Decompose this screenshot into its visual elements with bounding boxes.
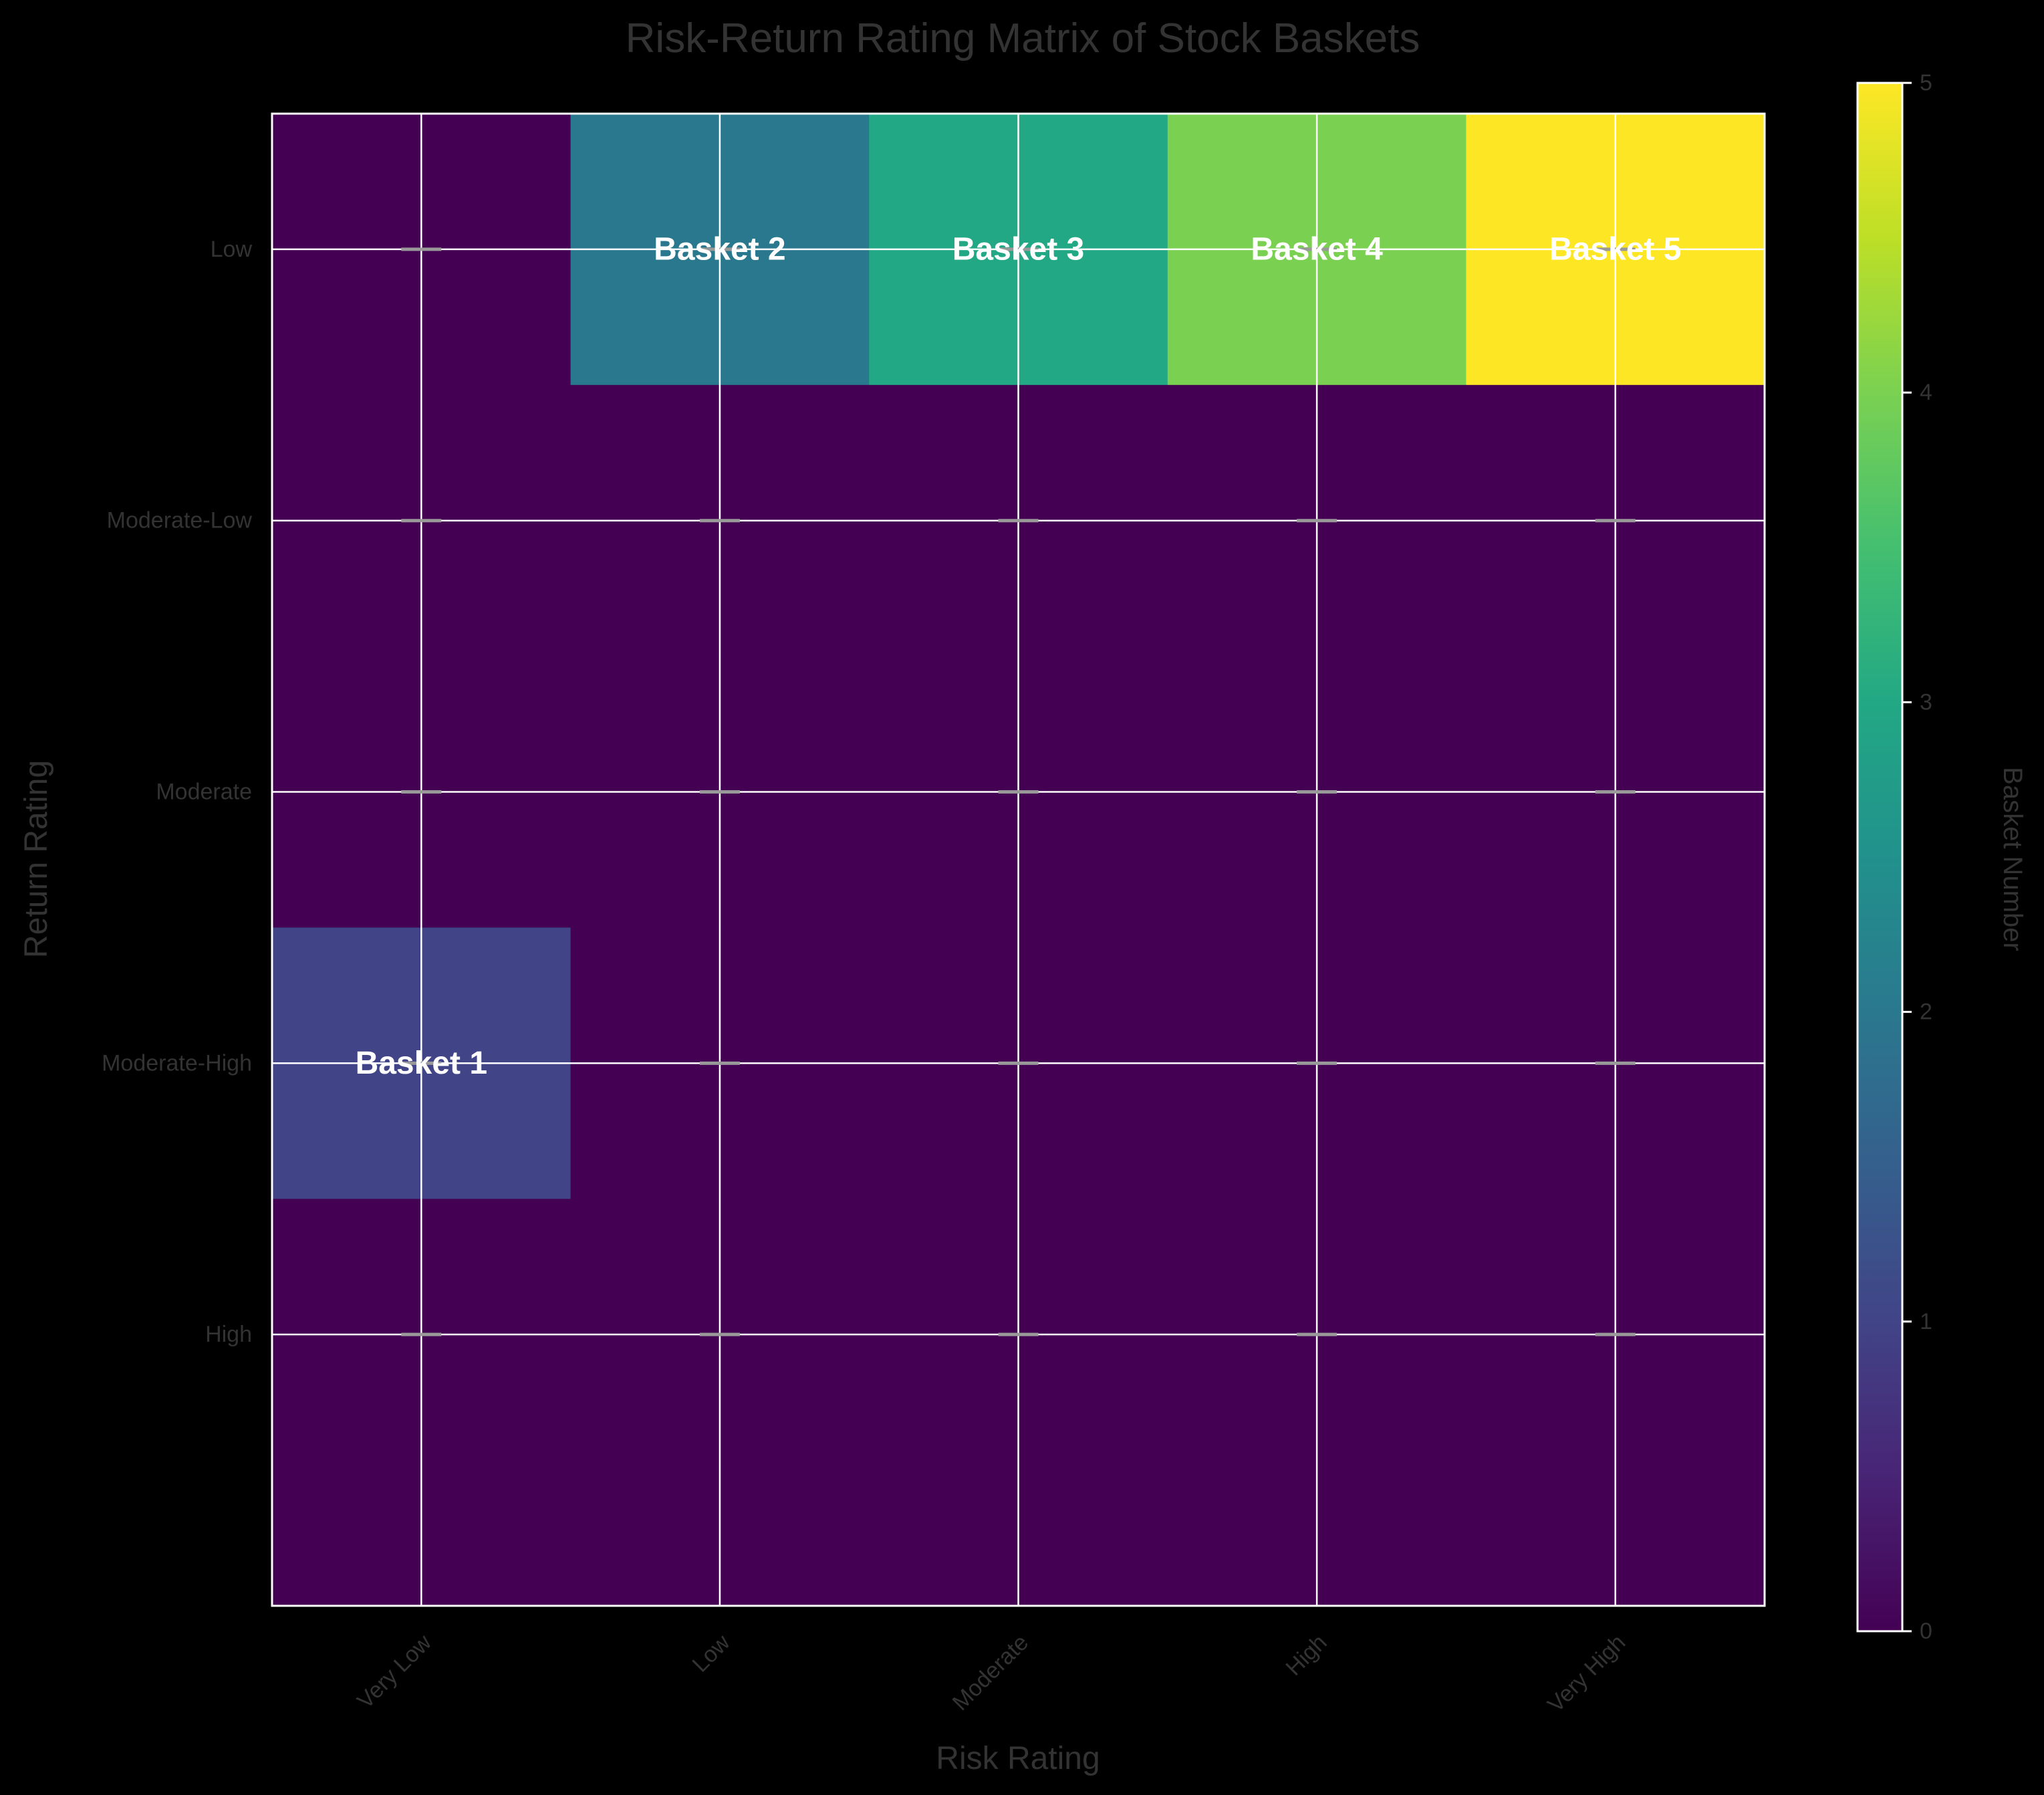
colorbar-tick-label: 1 [1920,1309,1932,1334]
y-tick-labels: Low Moderate-Low Moderate Moderate-High High [102,237,252,1347]
cell-annotation: Basket 4 [1251,231,1383,267]
colorbar-ticks: 0 1 2 3 4 5 [1902,70,1932,1644]
y-tick-label: Moderate-High [102,1050,252,1076]
x-tick-labels: Very Low Low Moderate High Very High [352,1629,1630,1717]
colorbar-tick-label: 2 [1920,999,1932,1025]
x-tick-label: High [1281,1630,1331,1681]
x-tick-label: Very Low [352,1629,436,1713]
cell-annotation: Basket 3 [952,231,1084,267]
x-tick-label: Low [688,1629,735,1677]
cell-annotation: Basket 1 [356,1046,487,1081]
y-tick-label: Moderate-Low [107,508,253,533]
y-axis-label: Return Rating [19,760,54,958]
colorbar [1858,83,1902,1631]
colorbar-tick-label: 3 [1920,689,1932,715]
cell-annotation: Basket 5 [1549,231,1681,267]
x-tick-label: Very High [1543,1630,1630,1717]
cell-annotation: Basket 2 [654,231,785,267]
y-tick-label: Moderate [156,780,252,805]
colorbar-tick-label: 5 [1920,70,1932,96]
colorbar-tick-label: 0 [1920,1619,1932,1644]
colorbar-label: Basket Number [1998,767,2027,951]
x-axis-label: Risk Rating [936,1741,1100,1776]
colorbar-tick-label: 4 [1920,380,1932,405]
x-tick-label: Moderate [948,1630,1033,1715]
y-tick-label: High [205,1322,252,1347]
chart-title: Risk-Return Rating Matrix of Stock Baske… [626,15,1420,62]
y-tick-label: Low [211,237,253,262]
